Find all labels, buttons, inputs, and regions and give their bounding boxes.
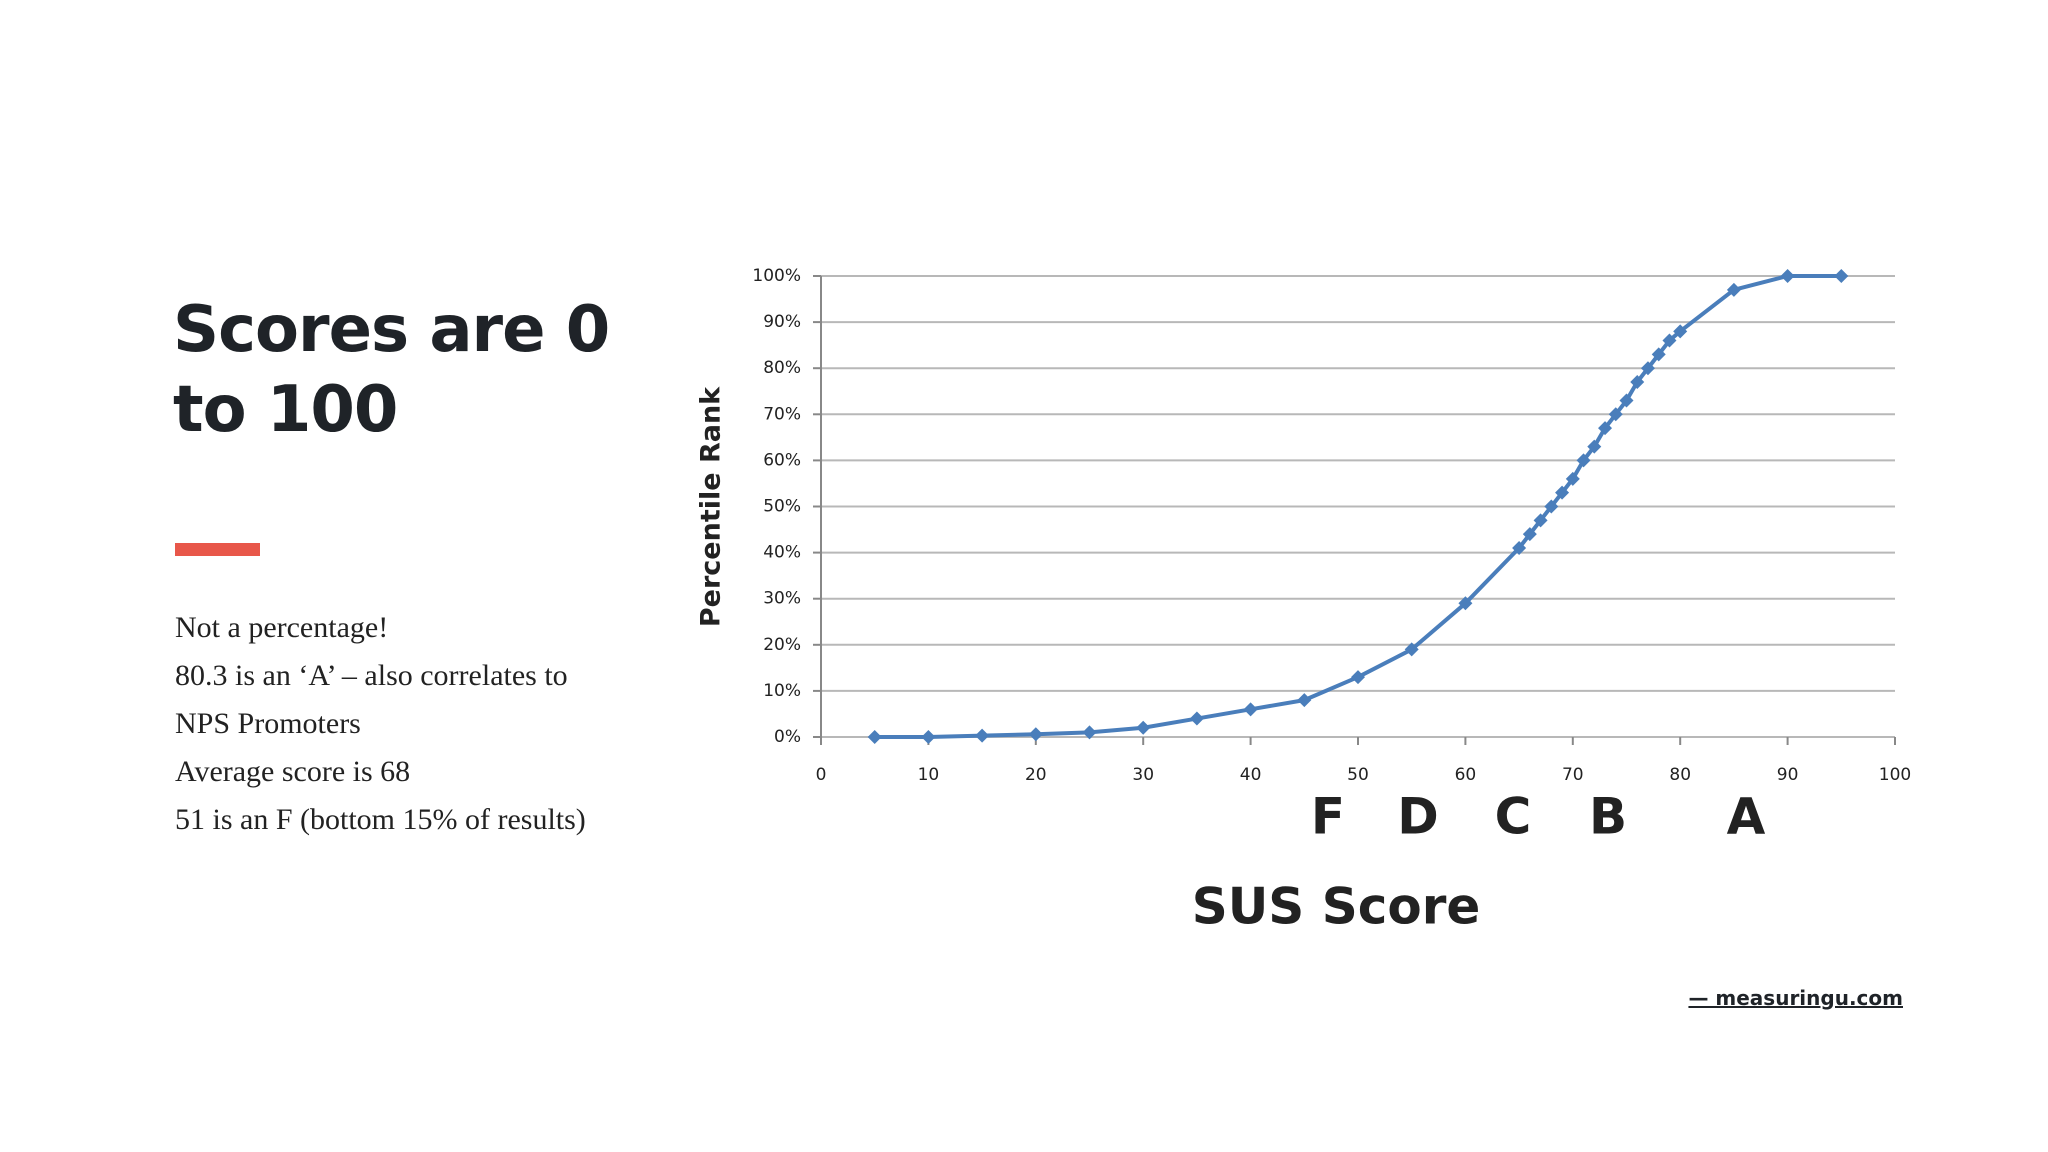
x-tick-label: 100 bbox=[1879, 765, 1911, 785]
source-link[interactable]: — measuringu.com bbox=[1688, 986, 1903, 1010]
x-tick-label: 0 bbox=[816, 765, 827, 785]
body-line: 80.3 is an ‘A’ – also correlates to bbox=[175, 659, 568, 692]
grade-letter: C bbox=[1495, 788, 1532, 846]
grade-letter: A bbox=[1727, 788, 1766, 846]
y-tick-label: 80% bbox=[763, 358, 801, 378]
y-tick-label: 90% bbox=[763, 312, 801, 332]
x-tick-label: 70 bbox=[1562, 765, 1584, 785]
data-point bbox=[1555, 485, 1570, 500]
data-point bbox=[1673, 324, 1688, 339]
x-tick-label: 50 bbox=[1347, 765, 1369, 785]
y-tick-label: 20% bbox=[763, 635, 801, 655]
data-point bbox=[1630, 375, 1645, 390]
data-point bbox=[1651, 347, 1666, 362]
data-point bbox=[1640, 361, 1655, 376]
grade-letter: B bbox=[1589, 788, 1627, 846]
body-line: Not a percentage! bbox=[175, 611, 389, 644]
data-point bbox=[1458, 596, 1473, 611]
data-point bbox=[1608, 407, 1623, 422]
x-tick-label: 40 bbox=[1240, 765, 1262, 785]
x-tick-label: 10 bbox=[918, 765, 940, 785]
data-point bbox=[1404, 642, 1419, 657]
data-point bbox=[1351, 670, 1365, 685]
slide-title: Scores are 0 to 100 bbox=[173, 290, 610, 450]
data-point bbox=[1619, 393, 1634, 408]
accent-bar bbox=[175, 543, 260, 556]
x-axis-label: SUS Score bbox=[1192, 878, 1481, 936]
y-tick-label: 60% bbox=[763, 450, 801, 470]
data-point bbox=[1576, 453, 1591, 468]
data-point bbox=[1512, 540, 1527, 555]
data-point bbox=[1662, 333, 1677, 348]
data-point bbox=[1587, 439, 1602, 454]
data-point bbox=[1297, 693, 1312, 708]
data-point bbox=[1243, 702, 1258, 717]
data-point bbox=[1834, 269, 1849, 283]
y-tick-label: 100% bbox=[752, 266, 801, 286]
data-point bbox=[1533, 513, 1548, 528]
data-point bbox=[1028, 727, 1043, 742]
y-tick-label: 30% bbox=[763, 589, 801, 609]
body-line: 51 is an F (bottom 15% of results) bbox=[175, 803, 586, 836]
title-line: Scores are 0 bbox=[173, 293, 610, 367]
data-point bbox=[1780, 269, 1795, 283]
data-point bbox=[1522, 527, 1537, 542]
data-point bbox=[1082, 725, 1097, 740]
body-line: NPS Promoters bbox=[175, 707, 361, 740]
data-point bbox=[1189, 711, 1204, 726]
data-point bbox=[921, 730, 936, 744]
x-tick-label: 90 bbox=[1777, 765, 1799, 785]
y-tick-label: 40% bbox=[763, 543, 801, 563]
data-point bbox=[1565, 471, 1580, 486]
x-tick-label: 60 bbox=[1455, 765, 1477, 785]
grade-letter: F bbox=[1311, 788, 1345, 846]
x-tick-label: 80 bbox=[1669, 765, 1691, 785]
title-line: to 100 bbox=[173, 373, 398, 447]
y-tick-label: 0% bbox=[774, 727, 801, 747]
data-point bbox=[867, 730, 882, 744]
y-tick-label: 70% bbox=[763, 404, 801, 424]
y-tick-label: 10% bbox=[763, 681, 801, 701]
y-tick-label: 50% bbox=[763, 497, 801, 517]
data-point bbox=[1598, 421, 1613, 436]
body-text: Not a percentage! 80.3 is an ‘A’ – also c… bbox=[175, 604, 586, 844]
data-point bbox=[1726, 282, 1741, 297]
data-point bbox=[975, 728, 990, 743]
x-tick-label: 30 bbox=[1132, 765, 1154, 785]
body-line: Average score is 68 bbox=[175, 755, 411, 788]
data-point bbox=[1136, 720, 1151, 735]
grade-letter: D bbox=[1397, 788, 1439, 846]
x-tick-label: 20 bbox=[1025, 765, 1047, 785]
y-axis-label: Percentile Rank bbox=[696, 386, 727, 627]
data-point bbox=[1544, 499, 1559, 514]
